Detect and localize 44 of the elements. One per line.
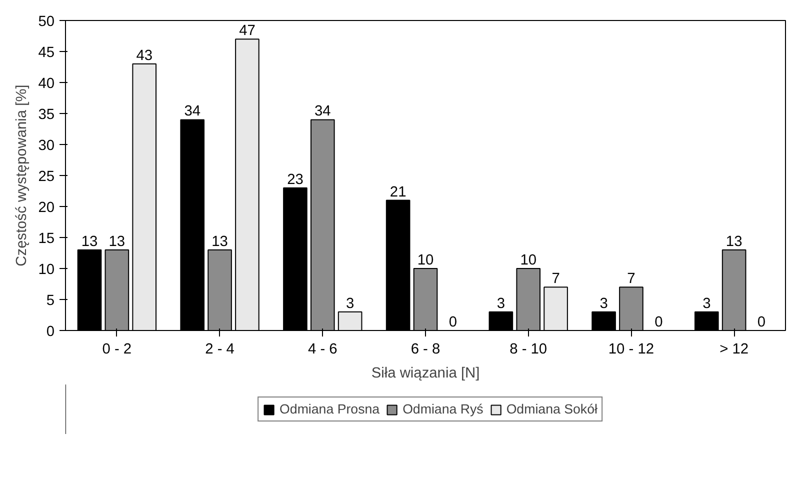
x-tick-label: 4 - 6	[308, 342, 338, 358]
y-tick-label: 40	[38, 76, 55, 92]
data-label: 13	[81, 234, 98, 250]
data-label: 34	[184, 104, 201, 120]
y-tick-label: 35	[38, 107, 55, 123]
data-label: 3	[496, 296, 506, 312]
x-tick-label: 10 - 12	[608, 342, 654, 358]
y-tick-label: 10	[38, 262, 55, 278]
y-axis-title: Częstość występowania [%]	[14, 84, 30, 266]
data-label: 3	[702, 296, 711, 312]
data-label: 0	[654, 314, 663, 330]
data-label: 34	[314, 104, 331, 120]
legend-label: Odmiana Prosna	[280, 402, 380, 416]
data-label: 10	[417, 252, 434, 268]
x-tick-label: 6 - 8	[410, 342, 440, 358]
x-tick-label: 0 - 2	[102, 342, 132, 358]
data-label: 7	[552, 271, 560, 288]
data-label: 7	[627, 271, 636, 288]
y-tick-label: 45	[38, 45, 55, 61]
y-tick-label: 50	[38, 14, 55, 30]
x-tick-label: 2 - 4	[205, 342, 234, 358]
x-axis-title: Siła wiązania [N]	[371, 366, 480, 382]
data-label: 21	[390, 184, 406, 200]
legend-label: Odmiana Sokół	[506, 402, 598, 416]
data-label: 10	[520, 252, 537, 268]
y-tick-label: 30	[38, 138, 55, 154]
data-label: 13	[212, 234, 228, 250]
legend-label: Odmiana Ryś	[402, 402, 484, 416]
data-label: 3	[346, 296, 354, 312]
y-tick-label: 15	[38, 231, 55, 247]
y-tick-label: 25	[38, 169, 55, 185]
data-label: 23	[287, 172, 304, 188]
data-label: 0	[448, 314, 458, 330]
x-tick-label: 8 - 10	[510, 342, 548, 358]
y-tick-label: 5	[46, 293, 55, 309]
data-label: 43	[136, 48, 153, 64]
data-label: 13	[726, 234, 742, 250]
data-label: 47	[239, 23, 256, 40]
x-tick-label: > 12	[720, 342, 749, 358]
data-label: 3	[600, 296, 608, 312]
data-label: 13	[108, 234, 126, 250]
data-label: 0	[757, 314, 766, 330]
y-tick-label: 20	[38, 200, 55, 216]
y-tick-label: 0	[46, 324, 55, 340]
